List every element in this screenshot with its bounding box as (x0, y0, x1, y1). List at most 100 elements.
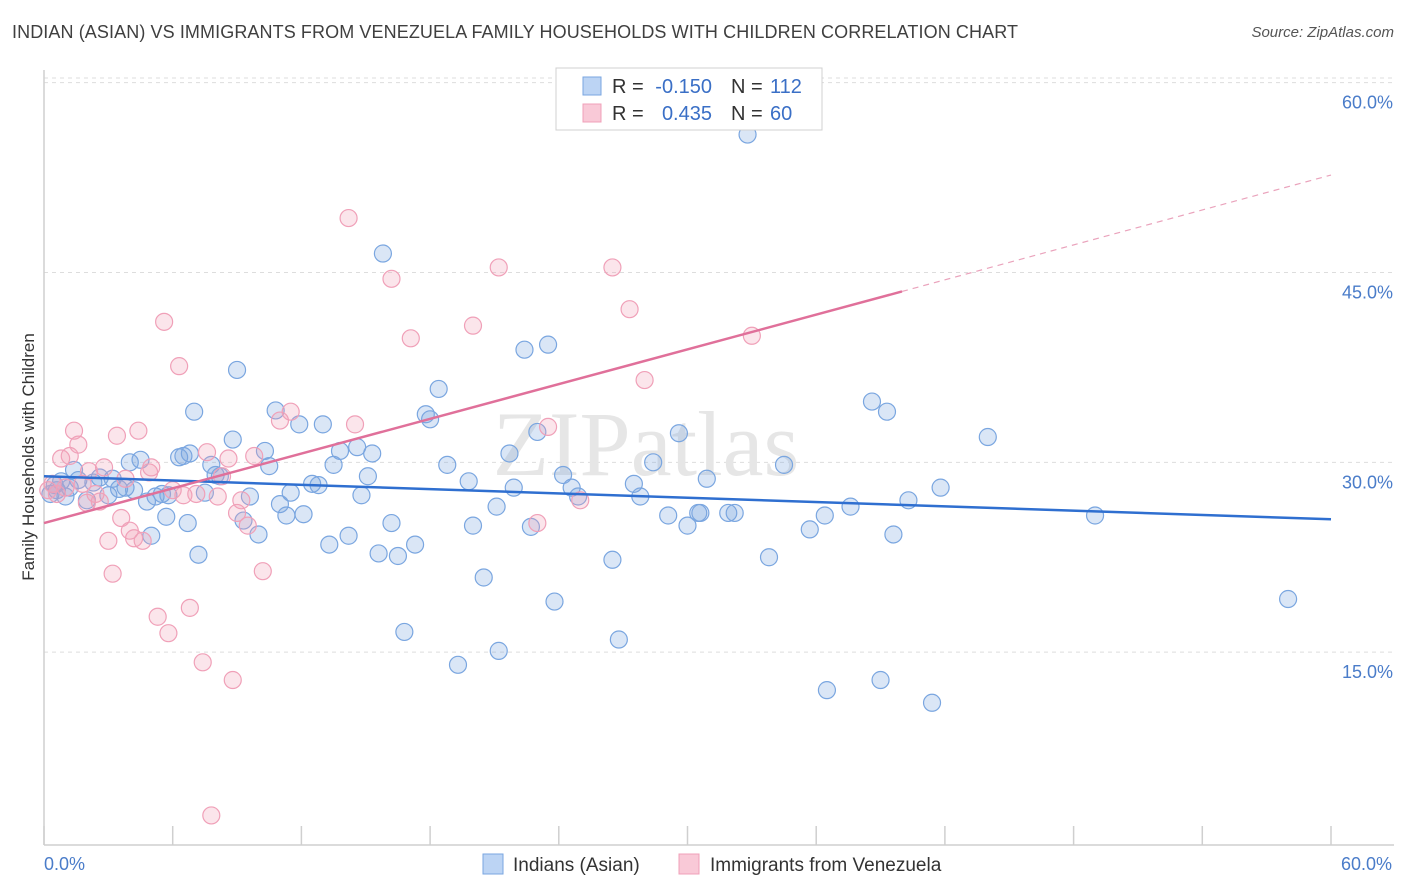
y-axis-label: Family Households with Children (19, 333, 38, 581)
venezuela-point (159, 624, 178, 643)
indian-asian-point (669, 424, 689, 443)
indian-asian-point (504, 478, 523, 497)
indian-asian-point (373, 244, 393, 263)
indian-asian-point (131, 450, 150, 469)
indian-asian-point (339, 526, 358, 545)
indian-asian-point (474, 568, 493, 587)
indian-asian-point (448, 655, 468, 674)
venezuela-point (112, 508, 131, 528)
indian-asian-point (500, 444, 519, 463)
indian-asian-point (363, 444, 382, 463)
indian-asian-point (270, 494, 290, 514)
venezuela-point (64, 421, 84, 440)
indian-asian-point (281, 483, 300, 502)
y-tick-label: 60.0% (1342, 93, 1393, 113)
venezuela-point (232, 491, 251, 510)
source-credit: Source: ZipAtlas.com (1251, 24, 1394, 41)
venezuela-point (56, 478, 75, 497)
indian-asian-point (277, 506, 296, 525)
correlation-legend: R = -0.150 N = 112 R = 0.435 N = 60 (555, 67, 823, 131)
venezuela-point (94, 458, 114, 477)
venezuela-point (155, 312, 174, 331)
indian-asian-point (157, 507, 176, 526)
indian-asian-point (358, 467, 377, 486)
indian-asian-point (388, 546, 408, 566)
indian-asian-point (545, 592, 564, 611)
x-tick-marks (43, 826, 1332, 845)
indian-asian-point (313, 415, 332, 434)
indian-asian-point (382, 513, 401, 533)
trend-line-indians-asian (43, 474, 1332, 521)
legend-n-value-pink: 60 (770, 103, 792, 125)
indian-asian-point (395, 622, 414, 642)
legend-r-label-blue: R = (612, 76, 644, 98)
legend-swatch-pink (582, 103, 602, 123)
indian-asian-point (352, 486, 371, 505)
indian-asian-point (553, 465, 573, 485)
indian-asian-point (223, 430, 242, 449)
venezuela-point (339, 208, 358, 228)
y-tick-label: 45.0% (1342, 282, 1393, 302)
venezuela-point (69, 435, 88, 454)
indian-asian-point (697, 469, 716, 488)
venezuela-point (107, 426, 127, 445)
legend-swatch-blue (582, 76, 602, 96)
axes (43, 70, 1394, 846)
indian-asian-point (862, 392, 882, 411)
series-legend-swatch-blue (482, 853, 504, 875)
venezuela-point (223, 670, 242, 690)
indian-asian-point (180, 444, 199, 463)
venezuela-point (79, 462, 99, 481)
indian-asian-point (528, 422, 547, 442)
venezuela-point (489, 258, 508, 277)
legend-n-label-pink: N = (731, 103, 763, 125)
chart-title: INDIAN (ASIAN) VS IMMIGRANTS FROM VENEZU… (12, 22, 1019, 42)
venezuela-point (170, 357, 189, 376)
venezuela-point (180, 598, 199, 617)
venezuela-point (238, 516, 257, 535)
indian-asian-point (240, 487, 260, 506)
venezuela-point (253, 562, 272, 581)
indian-asian-point (817, 681, 837, 700)
indian-asian-point (759, 548, 779, 567)
series-legend-swatch-pink (678, 853, 700, 875)
y-tick-labels: 15.0% 30.0% 45.0% 60.0% (1342, 93, 1393, 683)
indian-asian-point (109, 479, 129, 499)
indian-asian-point (815, 506, 834, 525)
series-legend-label-pink: Immigrants from Venezuela (710, 855, 942, 876)
venezuela-point (219, 449, 238, 468)
indian-asian-point (922, 693, 942, 712)
indian-asian-point (603, 550, 622, 569)
trend-line-venezuela-extension (901, 174, 1332, 293)
venezuela-point (187, 484, 206, 504)
venezuela-point (202, 806, 221, 825)
indian-asian-point (538, 335, 558, 354)
indian-asian-point (290, 415, 309, 434)
series-venezuela-points (39, 208, 761, 825)
venezuela-point (281, 402, 300, 421)
indian-asian-point (659, 506, 678, 525)
watermark: ZIPatlas (493, 393, 800, 495)
series-legend: Indians (Asian) Immigrants from Venezuel… (482, 853, 942, 876)
indian-asian-point (405, 535, 425, 554)
indian-asian-point (463, 516, 483, 535)
series-legend-label-blue: Indians (Asian) (513, 855, 640, 876)
indian-asian-point (691, 503, 710, 523)
indian-asian-point (515, 340, 534, 359)
venezuela-point (463, 316, 483, 335)
legend-r-value-pink: 0.435 (662, 103, 712, 125)
indian-asian-point (294, 505, 313, 524)
venezuela-point (142, 458, 161, 477)
x-tick-label-max: 60.0% (1341, 854, 1392, 874)
indian-asian-point (178, 513, 197, 533)
indian-asian-point (678, 516, 697, 535)
venezuela-point (208, 487, 227, 506)
trend-line-venezuela (43, 290, 903, 525)
x-tick-label-min: 0.0% (44, 854, 85, 874)
indian-asian-point (800, 520, 819, 539)
venezuela-point (245, 446, 264, 466)
venezuela-point (103, 564, 122, 583)
indian-asian-point (644, 453, 663, 472)
indian-asian-point (1278, 589, 1298, 609)
